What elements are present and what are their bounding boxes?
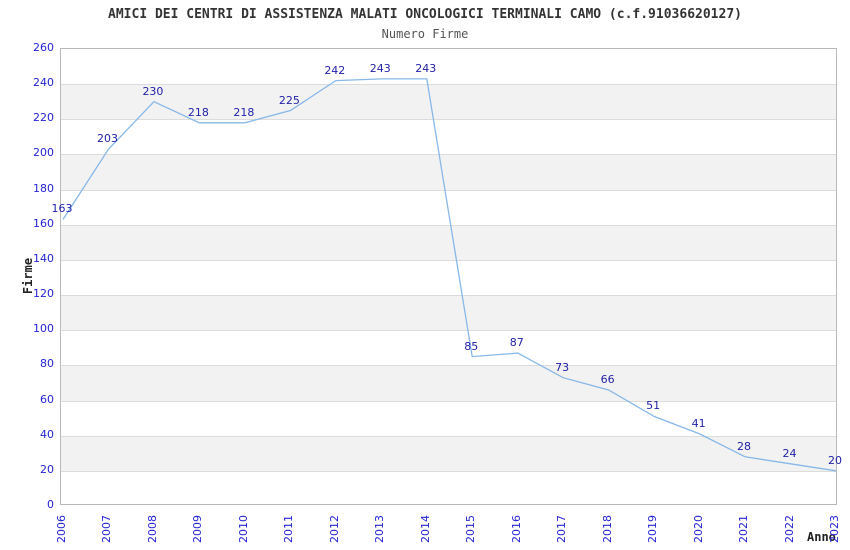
data-point-label: 24 [782,446,797,460]
x-tick-label: 2008 [145,515,159,543]
x-tick-label: 2020 [691,515,705,543]
x-tick-label: 2013 [373,515,387,543]
y-tick-label: 240 [33,76,54,90]
plot-band-white [61,119,836,155]
y-tick-label: 180 [33,181,54,195]
data-point-label: 225 [278,93,300,107]
y-tick-label: 160 [33,216,54,230]
gridline [61,365,836,366]
y-tick-label: 100 [33,322,54,336]
y-tick-label: 20 [40,462,54,476]
x-axis-title: Anno [807,530,836,544]
data-point-label: 203 [96,132,118,146]
y-tick-label: 120 [33,287,54,301]
data-point-label: 243 [415,61,437,75]
x-tick-label: 2016 [509,515,523,543]
x-tick-label: 2021 [737,515,751,543]
gridline [61,119,836,120]
data-point-label: 230 [142,84,164,98]
x-tick-label: 2017 [555,515,569,543]
data-point-label: 41 [691,416,706,430]
x-tick-label: 2019 [646,515,660,543]
gridline [61,84,836,85]
plot-band-white [61,49,836,85]
chart-title: AMICI DEI CENTRI DI ASSISTENZA MALATI ON… [108,7,742,22]
data-point-label: 28 [737,439,752,453]
x-tick-label: 2022 [782,515,796,543]
x-tick-label: 2018 [600,515,614,543]
data-point-label: 87 [509,336,524,350]
plot-band-white [61,259,836,296]
data-point-label: 66 [600,372,615,386]
gridline [61,295,836,296]
gridline [61,260,836,261]
y-tick-label: 260 [33,41,54,54]
plot-band-gray [61,295,836,331]
x-tick-label: 2006 [55,515,68,543]
x-tick-label: 2009 [191,515,205,543]
y-tick-label: 0 [47,498,54,511]
series-line-svg [62,78,836,472]
x-tick-label: 2010 [236,515,250,543]
x-tick-label: 2014 [418,515,432,543]
data-point-label: 20 [828,453,842,467]
y-tick-label: 60 [40,392,54,406]
plot-band-white [61,470,836,504]
y-tick-label: 200 [33,146,54,160]
y-tick-label: 140 [33,251,54,265]
data-point-label: 218 [233,105,255,119]
chart-subtitle: Numero Firme [381,27,469,41]
data-point-label: 85 [464,339,479,353]
plot-band-gray [61,435,836,471]
data-point-label: 51 [646,399,661,413]
data-point-label: 73 [555,360,570,374]
data-point-label: 242 [324,63,346,77]
gridline [61,401,836,402]
plot-band-gray [61,224,836,260]
x-tick-label: 2007 [100,515,114,543]
y-tick-label: 220 [33,111,54,125]
y-tick-label: 80 [40,357,54,371]
gridline [61,330,836,331]
data-point-label: 163 [51,202,73,216]
x-tick-label: 2023 [828,515,841,543]
y-tick-label: 40 [40,427,54,441]
data-point-label: 218 [187,105,209,119]
plot-band-gray [61,154,836,190]
plot-band-white [61,189,836,225]
plot-band-gray [61,365,836,401]
plot-area [60,48,837,505]
x-tick-label: 2011 [282,515,296,543]
gridline [61,471,836,472]
x-tick-label: 2015 [464,515,478,543]
plot-band-white [61,400,836,436]
gridline [61,154,836,155]
plot-band-white [61,330,836,366]
gridline [61,436,836,437]
plot-band-gray [61,84,836,120]
gridline [61,225,836,226]
data-point-label: 243 [369,61,391,75]
x-tick-label: 2012 [327,515,341,543]
gridline [61,190,836,191]
series-line [62,78,836,472]
